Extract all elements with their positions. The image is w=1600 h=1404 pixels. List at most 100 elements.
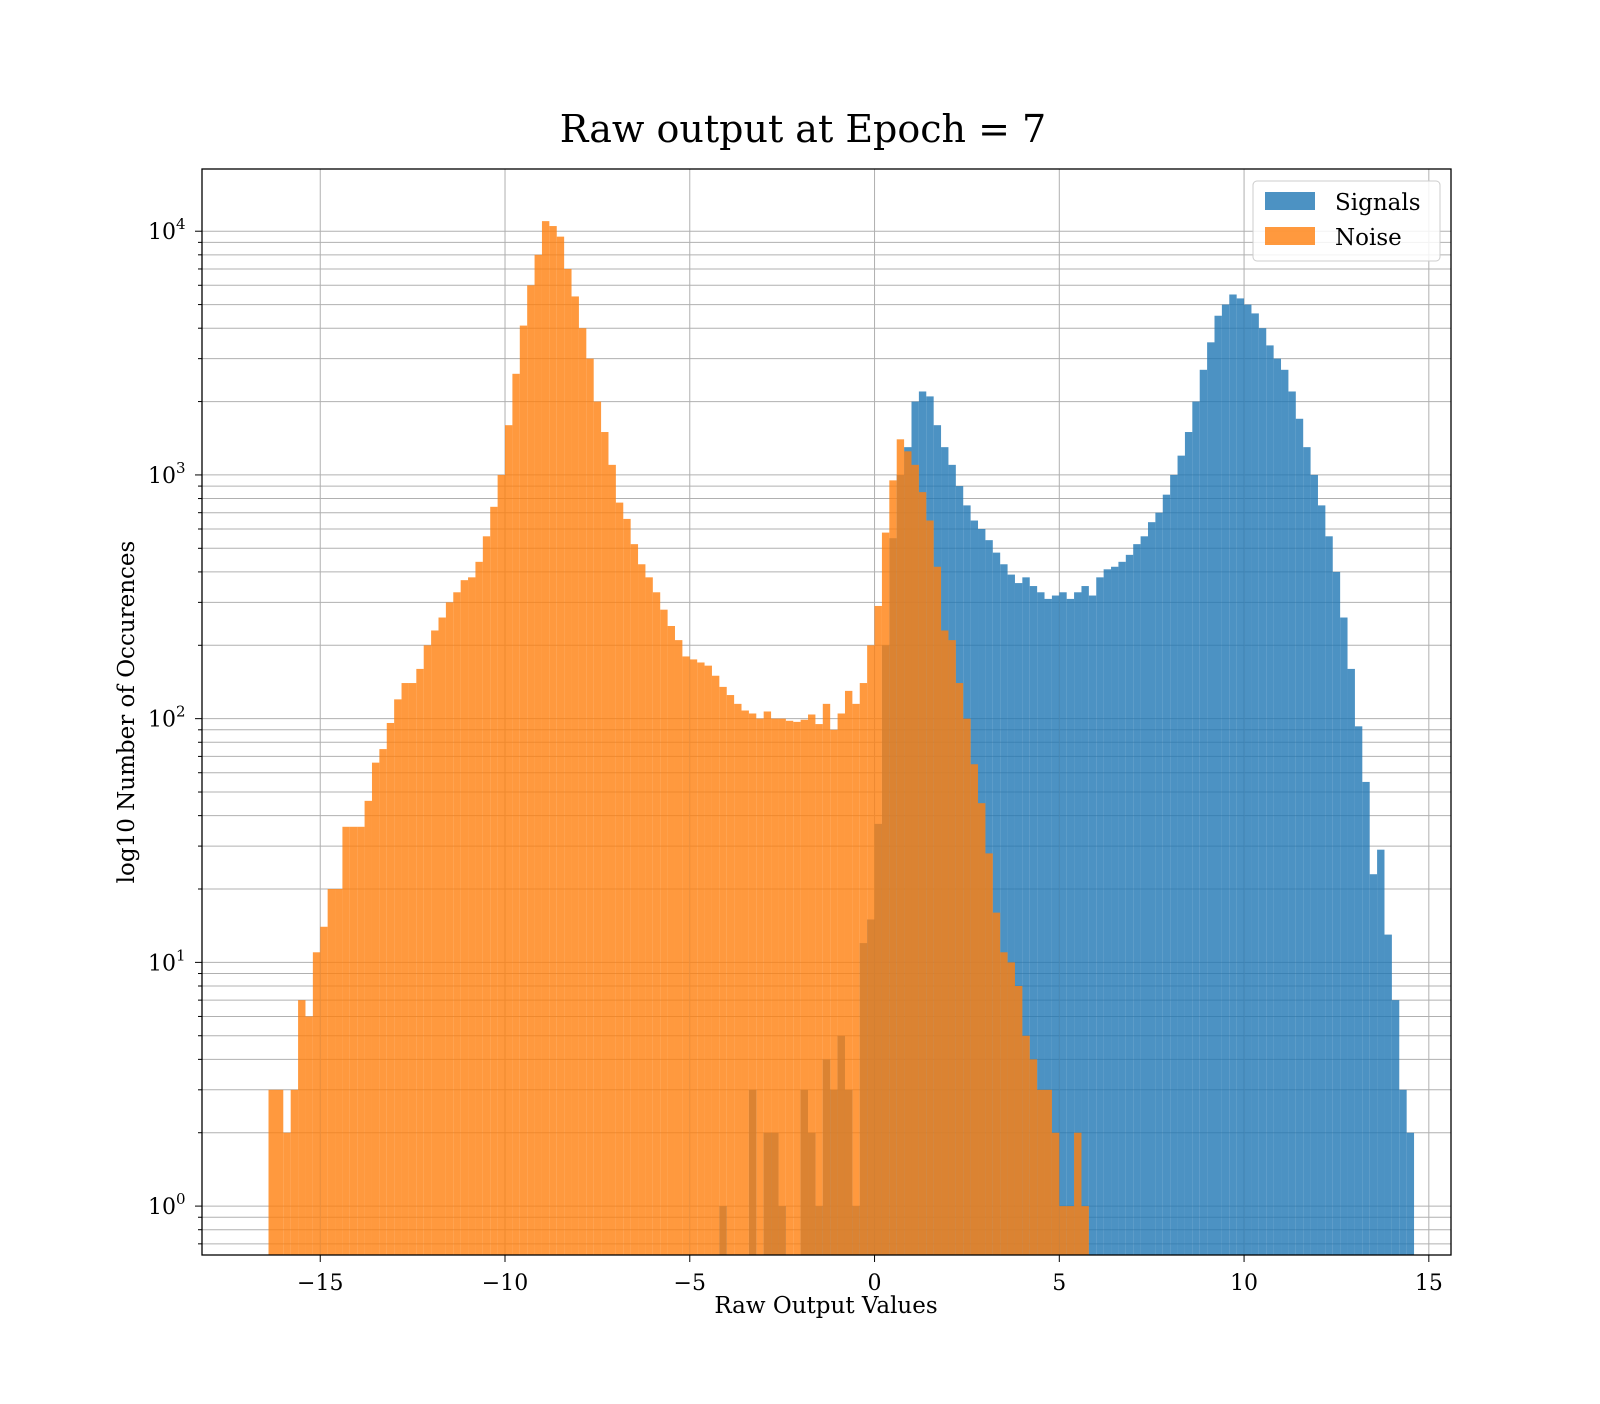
histogram-bar-signals	[1125, 554, 1134, 1255]
histogram-bar-noise	[911, 464, 919, 1256]
histogram-bar-noise	[682, 656, 690, 1255]
histogram-bar-signals	[1295, 418, 1304, 1255]
histogram-bar-signals	[1229, 294, 1237, 1255]
histogram-bar-noise	[771, 718, 779, 1255]
histogram-bar-signals	[1406, 1132, 1415, 1255]
histogram-bar-noise	[734, 703, 742, 1255]
histogram-bar-noise	[623, 518, 631, 1255]
histogram-bar-signals	[1081, 586, 1089, 1255]
histogram-bar-noise	[933, 566, 942, 1255]
x-tick-label: −5	[674, 1271, 706, 1296]
histogram-bar-noise	[867, 645, 875, 1255]
histogram-bar-noise	[667, 625, 675, 1255]
histogram-bar-signals	[1140, 536, 1148, 1255]
histogram-bar-noise	[379, 749, 387, 1255]
histogram-bar-noise	[527, 285, 535, 1255]
histogram-bar-noise	[386, 722, 395, 1255]
histogram-bar-signals	[1074, 592, 1082, 1255]
histogram-bar-signals	[1111, 566, 1119, 1255]
histogram-bar-signals	[1377, 849, 1385, 1255]
histogram-bar-noise	[283, 1132, 291, 1255]
histogram-bar-noise	[844, 690, 853, 1255]
histogram-bar-signals	[1133, 544, 1141, 1255]
histogram-bar-noise	[630, 544, 639, 1255]
histogram-bar-noise	[785, 720, 794, 1255]
histogram-bar-noise	[564, 268, 572, 1256]
histogram-bar-noise	[741, 710, 749, 1255]
histogram-bar-signals	[1266, 345, 1274, 1255]
histogram-bar-noise	[793, 721, 801, 1255]
histogram-bar-signals	[1051, 595, 1060, 1255]
histogram-bars	[268, 221, 1415, 1256]
x-tick-label: 0	[868, 1271, 882, 1296]
histogram-bar-noise	[1081, 1206, 1089, 1255]
histogram-bar-signals	[1199, 369, 1208, 1255]
histogram-bar-noise	[416, 668, 424, 1255]
histogram-bar-signals	[1251, 313, 1259, 1255]
histogram-bar-signals	[1369, 874, 1378, 1255]
histogram-bar-noise	[992, 912, 1001, 1255]
histogram-bar-noise	[394, 699, 402, 1255]
histogram-bar-noise	[1074, 1132, 1082, 1255]
histogram-bar-noise	[1014, 985, 1023, 1255]
histogram-bar-signals	[1244, 304, 1252, 1256]
histogram-bar-noise	[490, 506, 498, 1255]
histogram-bar-noise	[645, 577, 653, 1255]
plot-frame	[201, 168, 1452, 1256]
histogram-bar-signals	[1288, 391, 1296, 1256]
histogram-bar-signals	[1037, 592, 1045, 1255]
histogram-bar-noise	[453, 592, 461, 1255]
histogram-bar-noise	[904, 451, 912, 1255]
histogram-bar-noise	[1000, 952, 1008, 1255]
histogram-bar-noise	[970, 764, 979, 1255]
histogram-bar-noise	[1051, 1132, 1060, 1255]
histogram-bar-noise	[830, 729, 838, 1255]
histogram-bar-signals	[1044, 598, 1052, 1255]
histogram-bar-noise	[342, 826, 350, 1255]
histogram-bar-noise	[349, 826, 358, 1255]
histogram-bar-noise	[335, 889, 343, 1255]
histogram-bar-noise	[549, 226, 557, 1255]
histogram-bar-noise	[1059, 1206, 1067, 1255]
histogram-bar-noise	[711, 675, 720, 1255]
x-tick-label: −10	[482, 1271, 528, 1296]
histogram-bar-signals	[1177, 455, 1185, 1255]
histogram-bar-signals	[1273, 358, 1282, 1255]
histogram-bar-signals	[1162, 494, 1171, 1255]
y-tick-label: 100	[148, 1190, 186, 1220]
histogram-bar-noise	[445, 602, 454, 1255]
histogram-bar-noise	[298, 1000, 306, 1255]
histogram-bar-signals	[1317, 505, 1326, 1255]
histogram-bar-signals	[1332, 571, 1341, 1255]
histogram-bar-noise	[800, 719, 809, 1255]
histogram-bar-noise	[268, 1089, 284, 1255]
histogram-bar-noise	[978, 803, 986, 1255]
legend: Signals Noise	[1252, 180, 1441, 262]
histogram-bar-noise	[364, 800, 372, 1255]
y-tick-label: 104	[148, 215, 186, 245]
legend-label-signals: Signals	[1335, 190, 1421, 216]
histogram-bar-noise	[756, 718, 764, 1255]
histogram-bar-signals	[1029, 586, 1038, 1255]
histogram-bar-noise	[748, 713, 757, 1255]
histogram-bar-signals	[1059, 592, 1067, 1255]
x-tick-label: −15	[297, 1271, 343, 1296]
histogram-bar-signals	[1258, 328, 1267, 1255]
histogram-bar-signals	[1088, 595, 1097, 1255]
histogram-bar-signals	[1155, 512, 1163, 1255]
histogram-bar-noise	[859, 683, 868, 1255]
histogram-bar-noise	[852, 703, 860, 1255]
y-tick-label: 103	[148, 459, 186, 489]
histogram-bar-signals	[1103, 569, 1112, 1255]
histogram-bar-noise	[290, 1089, 299, 1255]
histogram-bar-noise	[593, 401, 602, 1255]
histogram-bar-signals	[1384, 934, 1392, 1255]
histogram-bar-noise	[704, 665, 712, 1255]
histogram-bar-noise	[815, 724, 823, 1255]
histogram-bar-noise	[918, 492, 927, 1255]
histogram-bar-noise	[822, 703, 831, 1255]
histogram-bar-noise	[660, 609, 668, 1255]
histogram-bar-noise	[719, 686, 727, 1255]
histogram-bar-noise	[505, 425, 513, 1255]
histogram-bar-noise	[896, 439, 905, 1255]
